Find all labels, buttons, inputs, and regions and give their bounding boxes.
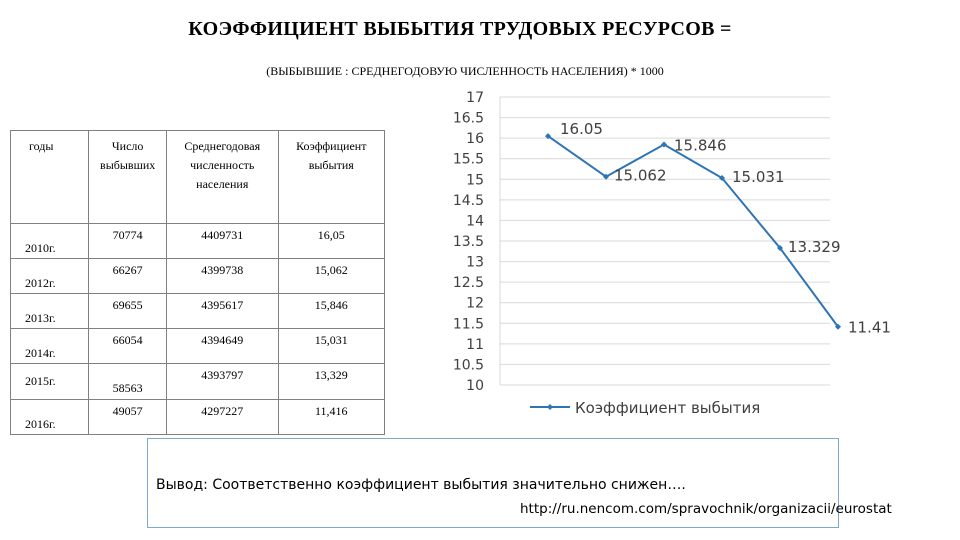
cell-population: 4297227 bbox=[166, 399, 279, 435]
cell-year: 2015г. bbox=[9, 363, 90, 400]
cell-coefficient: 15,846 bbox=[277, 293, 385, 329]
data-label: 15.062 bbox=[614, 167, 667, 185]
cell-population: 4409731 bbox=[166, 223, 279, 259]
cell-population: 4399738 bbox=[166, 258, 279, 294]
page-title: КОЭФФИЦИЕНТ ВЫБЫТИЯ ТРУДОВЫХ РЕСУРСОВ = bbox=[188, 18, 732, 40]
data-label: 11.416 bbox=[848, 319, 890, 337]
cell-population: 4394649 bbox=[166, 328, 279, 364]
data-label: 13.329 bbox=[788, 238, 841, 256]
table-row: 2016г. 49057 4297227 11,416 bbox=[9, 399, 385, 435]
cell-coefficient: 16,05 bbox=[277, 223, 385, 259]
y-tick-label: 12.5 bbox=[453, 275, 484, 291]
data-point-marker bbox=[719, 175, 725, 182]
conclusion-box: Вывод: Соответственно коэффициент выбыти… bbox=[147, 438, 892, 528]
cell-coefficient: 11,416 bbox=[277, 399, 385, 435]
table-header-row: годы Число выбывших Среднегодовая числен… bbox=[9, 130, 385, 224]
header-avg-population: Среднегодовая численность населения bbox=[166, 130, 279, 224]
series-line bbox=[547, 135, 839, 328]
header-coefficient: Коэффициент выбытия bbox=[277, 130, 385, 224]
y-tick-label: 14.5 bbox=[453, 193, 484, 209]
cell-departed: 69655 bbox=[88, 293, 168, 329]
y-tick-label: 14 bbox=[466, 213, 484, 229]
formula-subtitle: (ВЫБЫВШИЕ : СРЕДНЕГОДОВУЮ ЧИСЛЕННОСТЬ НА… bbox=[266, 64, 664, 78]
data-point-marker bbox=[777, 245, 783, 252]
header-departed: Число выбывших bbox=[88, 130, 168, 224]
data-table: годы Число выбывших Среднегодовая числен… bbox=[9, 130, 385, 435]
cell-population: 4395617 bbox=[166, 293, 279, 329]
y-tick-label: 16.5 bbox=[453, 111, 484, 127]
data-point-marker bbox=[545, 133, 551, 140]
cell-departed: 66054 bbox=[88, 328, 168, 364]
chart-svg: 10 10.5 11 11.5 12 12.5 13 13.5 14 14.5 15 15.5 16 16… bbox=[453, 90, 901, 417]
data-point-marker bbox=[603, 173, 609, 180]
header-years: годы bbox=[9, 130, 90, 224]
cell-year: 2010г. bbox=[9, 223, 90, 259]
data-label: 15.031 bbox=[732, 168, 785, 186]
y-tick-label: 13 bbox=[466, 255, 484, 271]
y-tick-label: 16 bbox=[466, 131, 484, 147]
table-row: 2012г. 66267 4399738 15,062 bbox=[9, 258, 385, 294]
cell-departed: 66267 bbox=[88, 258, 168, 294]
y-tick-label: 15.5 bbox=[453, 152, 484, 168]
y-tick-label: 11 bbox=[466, 337, 484, 353]
table-row: 2015г. 58563 4393797 13,329 bbox=[9, 363, 385, 400]
data-point-marker bbox=[661, 141, 667, 148]
cell-year: 2013г. bbox=[9, 293, 90, 329]
cell-year: 2012г. bbox=[9, 258, 90, 294]
source-link[interactable]: http://ru.nencom.com/spravochnik/organiz… bbox=[520, 501, 892, 517]
table-row: 2010г. 70774 4409731 16,05 bbox=[9, 223, 385, 259]
legend-marker bbox=[547, 404, 553, 410]
y-tick-label: 10.5 bbox=[453, 357, 484, 373]
y-tick-label: 12 bbox=[466, 296, 484, 312]
cell-departed: 70774 bbox=[88, 223, 168, 259]
y-tick-label: 13.5 bbox=[453, 234, 484, 250]
y-tick-label: 15 bbox=[466, 172, 484, 188]
cell-departed: 58563 bbox=[88, 363, 168, 400]
table-row: 2013г. 69655 4395617 15,846 bbox=[9, 293, 385, 329]
cell-coefficient: 13,329 bbox=[277, 363, 385, 400]
data-label: 15.846 bbox=[674, 136, 727, 154]
y-tick-label: 10 bbox=[466, 378, 484, 394]
data-point-marker bbox=[835, 323, 841, 330]
cell-coefficient: 15,062 bbox=[277, 258, 385, 294]
cell-population: 4393797 bbox=[166, 363, 279, 400]
cell-year: 2014г. bbox=[9, 328, 90, 364]
cell-coefficient: 15,031 bbox=[277, 328, 385, 364]
y-tick-label: 11.5 bbox=[453, 316, 484, 332]
y-tick-label: 17 bbox=[466, 90, 484, 106]
legend-label: Коэффициент выбытия bbox=[575, 399, 760, 417]
cell-year: 2016г. bbox=[9, 399, 90, 435]
line-chart: 10 10.5 11 11.5 12 12.5 13 13.5 14 14.5 15 15.5 16 16… bbox=[430, 85, 901, 425]
cell-departed: 49057 bbox=[88, 399, 168, 435]
table-row: 2014г. 66054 4394649 15,031 bbox=[9, 328, 385, 364]
conclusion-text: Вывод: Соответственно коэффициент выбыти… bbox=[156, 477, 686, 493]
data-label: 16.05 bbox=[560, 120, 603, 138]
